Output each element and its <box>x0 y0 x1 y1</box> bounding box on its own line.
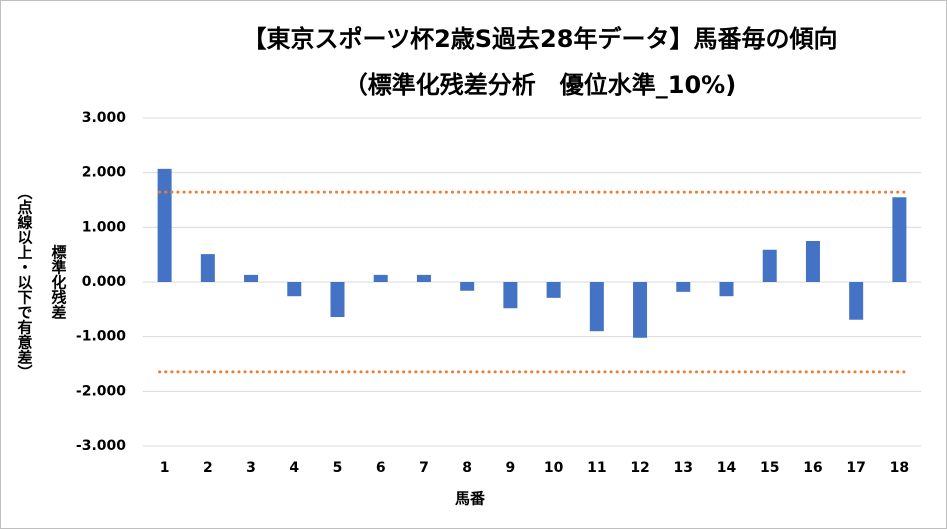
bar <box>373 274 388 282</box>
x-tick-label: 13 <box>674 460 693 476</box>
y-tick-label: -3.000 <box>76 438 126 454</box>
x-tick-label: 2 <box>203 460 213 476</box>
bar <box>330 282 345 317</box>
y-tick-label: 0.000 <box>82 274 127 290</box>
x-tick-label: 7 <box>419 460 429 476</box>
y-tick-label: 3.000 <box>82 110 127 126</box>
bar <box>892 197 907 282</box>
x-tick-label: 18 <box>890 460 909 476</box>
bar <box>200 254 215 282</box>
x-tick-label: 16 <box>803 460 822 476</box>
bar <box>157 168 172 282</box>
y-tick-label: 1.000 <box>82 219 127 235</box>
x-tick-label: 15 <box>760 460 779 476</box>
bar <box>416 274 431 282</box>
x-tick-label: 8 <box>462 460 472 476</box>
x-tick-label: 12 <box>630 460 649 476</box>
x-axis-label: 馬番 <box>455 490 486 508</box>
x-tick-label: 5 <box>333 460 343 476</box>
x-tick-label: 6 <box>376 460 386 476</box>
y-tick-label: -2.000 <box>76 383 126 399</box>
bar <box>460 282 475 291</box>
x-tick-label: 4 <box>289 460 299 476</box>
x-tick-label: 3 <box>246 460 256 476</box>
bar <box>244 274 259 282</box>
bar <box>503 282 518 309</box>
bar <box>849 282 864 320</box>
chart-title: 【東京スポーツ杯2歳S過去28年データ】馬番毎の傾向 <box>243 25 838 53</box>
bar <box>287 282 302 297</box>
x-tick-label: 9 <box>506 460 516 476</box>
bar <box>719 282 734 297</box>
y-tick-label: -1.000 <box>76 329 126 345</box>
y-axis-note: （点線以上・以下で有意差） <box>16 185 34 380</box>
chart-subtitle: （標準化残差分析 優位水準_10%) <box>344 71 736 99</box>
bar <box>633 282 648 338</box>
x-tick-label: 10 <box>544 460 564 476</box>
x-tick-label: 11 <box>587 460 606 476</box>
x-tick-label: 17 <box>846 460 865 476</box>
y-axis-label: 標準化残差 <box>50 244 68 320</box>
bar <box>589 282 604 332</box>
x-tick-label: 14 <box>717 460 737 476</box>
bar <box>805 241 820 282</box>
bar <box>762 249 777 282</box>
bar <box>676 282 691 292</box>
bar <box>546 282 561 298</box>
x-tick-label: 1 <box>160 460 170 476</box>
y-tick-label: 2.000 <box>82 165 127 181</box>
